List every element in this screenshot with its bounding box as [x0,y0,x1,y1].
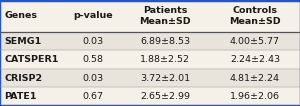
Text: Patients
Mean±SD: Patients Mean±SD [139,6,191,26]
Bar [0,0,300,32]
Text: 1.96±2.06: 1.96±2.06 [230,92,280,101]
Text: 2.24±2.43: 2.24±2.43 [230,55,280,64]
Bar [0,69,300,87]
Text: 2.65±2.99: 2.65±2.99 [140,92,190,101]
Text: PATE1: PATE1 [4,92,37,101]
Text: CATSPER1: CATSPER1 [4,55,59,64]
Text: Controls
Mean±SD: Controls Mean±SD [229,6,281,26]
Bar [0,32,300,50]
Text: 4.81±2.24: 4.81±2.24 [230,74,280,83]
Text: CRISP2: CRISP2 [4,74,43,83]
Text: Genes: Genes [4,11,38,20]
Text: SEMG1: SEMG1 [4,37,42,46]
Bar [0,50,300,69]
Text: 0.03: 0.03 [82,37,103,46]
Text: 4.00±5.77: 4.00±5.77 [230,37,280,46]
Text: p-value: p-value [73,11,113,20]
Text: 0.67: 0.67 [82,92,103,101]
Text: 3.72±2.01: 3.72±2.01 [140,74,190,83]
Text: 0.58: 0.58 [82,55,103,64]
Text: 1.88±2.52: 1.88±2.52 [140,55,190,64]
Text: 0.03: 0.03 [82,74,103,83]
Bar [0,87,300,106]
Text: 6.89±8.53: 6.89±8.53 [140,37,190,46]
